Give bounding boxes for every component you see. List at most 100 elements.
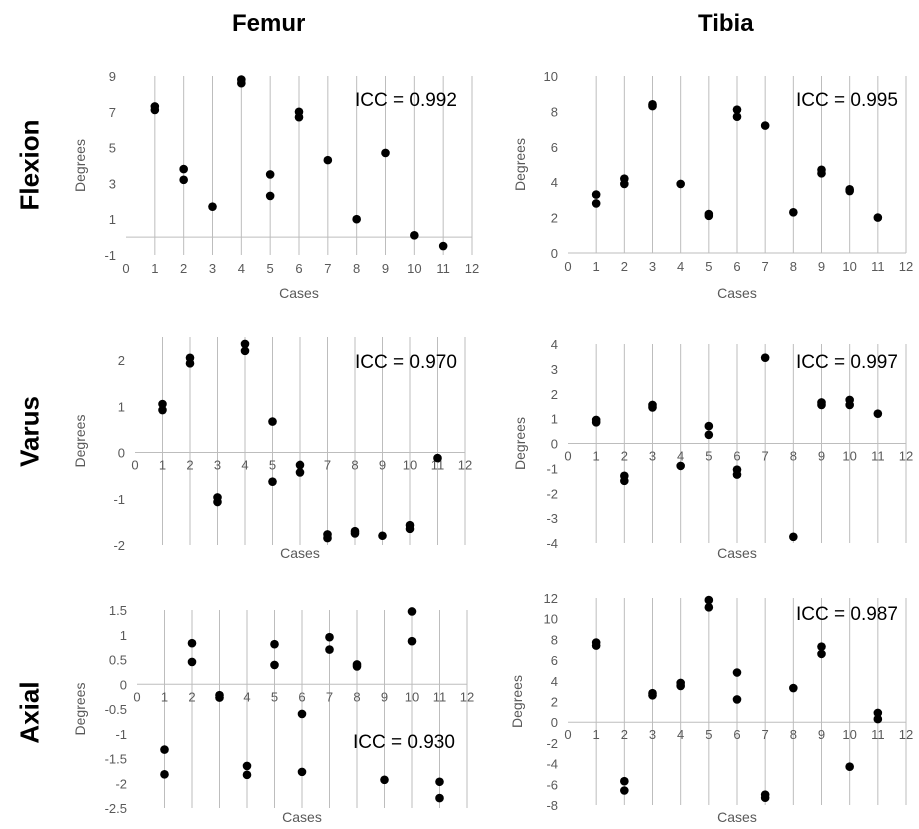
x-tick-label: 10: [405, 689, 419, 704]
x-tick-label: 3: [649, 259, 656, 274]
x-tick-label: 9: [379, 458, 386, 473]
x-tick-label: 5: [267, 261, 274, 276]
x-tick-label: 5: [705, 727, 712, 742]
data-point: [185, 359, 195, 368]
data-point: [240, 346, 250, 356]
y-tick-label: 1.5: [109, 603, 127, 618]
data-point: [817, 400, 826, 410]
data-point: [268, 417, 277, 426]
data-point: [213, 497, 222, 507]
data-point: [620, 476, 629, 486]
data-point: [648, 690, 657, 700]
data-point: [325, 645, 334, 654]
data-point: [591, 641, 601, 650]
y-tick-label: -0.5: [105, 702, 127, 717]
data-point: [438, 241, 448, 251]
y-tick-label: 6: [551, 653, 558, 668]
x-tick-label: 9: [818, 449, 825, 464]
data-point: [158, 399, 167, 409]
x-tick-label: 2: [621, 727, 628, 742]
data-point: [676, 681, 685, 691]
data-point: [405, 524, 415, 534]
data-point: [265, 191, 275, 201]
y-tick-label: 0: [551, 246, 558, 261]
x-tick-label: 6: [733, 449, 740, 464]
y-tick-label: 2: [551, 211, 558, 226]
x-tick-label: 3: [649, 449, 656, 464]
y-tick-label: 7: [109, 105, 116, 120]
data-point: [873, 708, 883, 718]
y-tick-label: 9: [109, 69, 116, 84]
data-point: [789, 683, 798, 693]
x-tick-label: 11: [871, 727, 885, 742]
x-axis-title: Cases: [279, 285, 319, 301]
y-tick-label: 3: [551, 362, 558, 377]
y-tick-label: -8: [546, 798, 558, 813]
y-axis-title: Degrees: [512, 417, 528, 470]
x-tick-label: 11: [436, 261, 450, 276]
x-tick-label: 1: [593, 727, 600, 742]
data-point: [350, 529, 360, 538]
data-point: [160, 745, 169, 754]
data-point: [732, 112, 742, 122]
data-point: [270, 639, 279, 649]
data-point: [704, 211, 714, 221]
data-point: [297, 709, 307, 719]
y-tick-label: 6: [551, 140, 558, 155]
column-title-tibia: Tibia: [698, 10, 754, 37]
y-tick-label: 2: [551, 695, 558, 710]
x-tick-label: 5: [705, 259, 712, 274]
y-tick-label: 2: [118, 353, 125, 368]
x-tick-label: 6: [298, 689, 305, 704]
y-tick-label: -6: [546, 777, 558, 792]
y-tick-label: -2: [546, 486, 558, 501]
y-tick-label: -1: [113, 492, 125, 507]
icc-annotation: ICC = 0.992: [355, 90, 457, 111]
x-tick-label: 10: [403, 458, 417, 473]
column-title-femur: Femur: [232, 10, 306, 37]
data-point: [845, 762, 854, 772]
x-tick-label: 4: [677, 449, 684, 464]
x-tick-label: 1: [159, 458, 166, 473]
data-point: [179, 175, 188, 185]
y-tick-label: -4: [546, 757, 558, 772]
x-tick-label: 12: [899, 449, 913, 464]
x-tick-label: 12: [465, 261, 479, 276]
data-point: [179, 164, 188, 174]
data-point: [648, 403, 657, 412]
x-tick-label: 7: [762, 259, 769, 274]
data-point: [435, 793, 444, 803]
data-point: [240, 339, 250, 349]
y-tick-label: 3: [109, 176, 116, 191]
x-axis-title: Cases: [717, 285, 757, 301]
x-tick-label: 1: [161, 689, 168, 704]
x-tick-label: 1: [151, 261, 158, 276]
y-tick-label: -2.5: [105, 801, 127, 816]
data-point: [591, 190, 601, 199]
data-point: [789, 207, 798, 217]
x-tick-label: 6: [295, 261, 302, 276]
data-point: [150, 105, 160, 115]
x-tick-label: 8: [790, 727, 797, 742]
icc-annotation: ICC = 0.970: [355, 352, 457, 373]
y-tick-label: 8: [551, 104, 558, 119]
data-point: [352, 214, 361, 224]
data-point: [407, 636, 417, 646]
x-tick-label: 0: [564, 449, 571, 464]
data-point: [323, 155, 333, 165]
data-point: [732, 695, 742, 704]
x-tick-label: 9: [382, 261, 389, 276]
x-axis-title: Cases: [717, 809, 757, 825]
y-tick-label: 12: [544, 591, 558, 606]
y-tick-label: -2: [115, 776, 127, 791]
x-tick-label: 6: [733, 259, 740, 274]
x-tick-label: 12: [460, 689, 474, 704]
x-tick-label: 12: [899, 727, 913, 742]
y-tick-label: 0: [118, 446, 125, 461]
x-tick-label: 7: [324, 261, 331, 276]
y-tick-label: 4: [551, 674, 558, 689]
data-point: [732, 470, 742, 479]
x-tick-label: 8: [353, 689, 360, 704]
